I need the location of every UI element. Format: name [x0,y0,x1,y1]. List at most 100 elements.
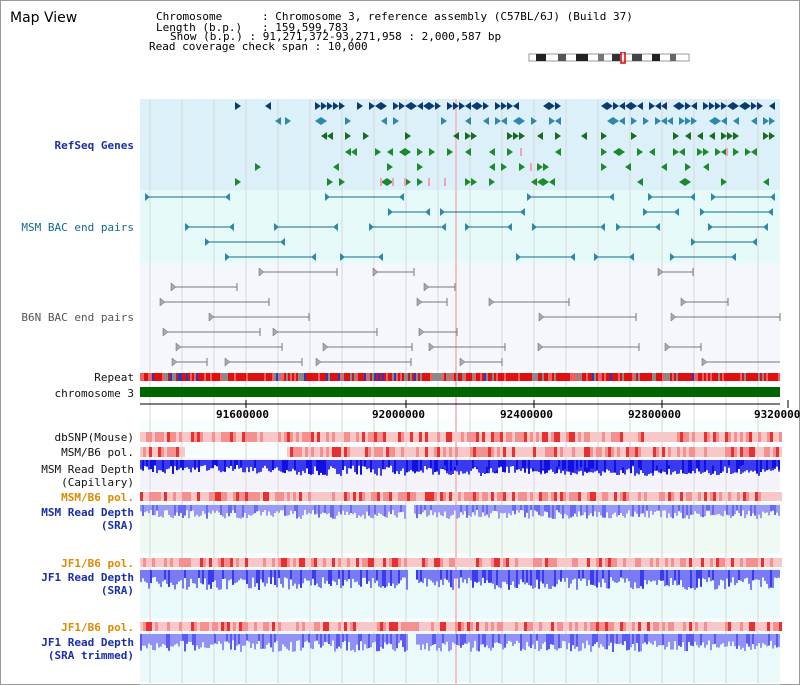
pol-segment [314,622,317,631]
bac-end [594,253,599,261]
dbsnp-label[interactable]: dbSNP(Mouse) [54,431,134,444]
msm-depth-cap-label-1[interactable]: MSM Read Depth [41,463,134,476]
msm-bac-label[interactable]: MSM BAC end pairs [21,221,134,234]
depth-bar [520,570,522,580]
repeat-segment [694,373,696,381]
jf1-b6-pol-label[interactable]: JF1/B6 pol. [61,557,134,570]
pol-segment [260,622,263,631]
pol-segment [524,432,527,442]
depth-bar [320,570,322,589]
repeat-segment [452,373,454,381]
depth-bar [734,634,736,647]
repeat-segment [446,373,448,381]
depth-bar [746,505,748,515]
pol-segment [170,432,173,442]
pol-segment [632,492,635,501]
repeat-segment [402,373,404,381]
depth-bar [292,460,294,469]
depth-bar [582,460,584,476]
pol-segment [335,432,338,442]
depth-bar [670,634,672,650]
pol-segment [308,558,311,567]
pol-segment [554,492,557,501]
pol-segment [287,432,290,442]
depth-bar [738,505,740,514]
repeat-segment [680,373,682,381]
depth-bar [464,505,466,512]
gene-glyph [721,102,727,110]
depth-bar [278,634,280,652]
pol-segment [716,558,719,567]
pol-segment [398,558,401,567]
depth-bar [754,570,756,580]
pol-segment [329,492,332,501]
depth-bar [626,505,628,514]
pol-segment [455,492,458,501]
pol-segment [554,447,557,457]
depth-bar [334,570,336,582]
pol-segment [146,432,149,442]
pol-segment [278,432,281,442]
depth-bar [712,570,714,581]
depth-bar [210,460,212,469]
pol-segment [503,447,506,457]
depth-bar [324,570,326,584]
depth-bar [754,634,756,650]
jf1-depth-label-1[interactable]: JF1 Read Depth [41,571,134,584]
msm-depth-sra-label-1[interactable]: MSM Read Depth [41,506,134,519]
pol-segment [149,622,152,631]
depth-bar [376,460,378,476]
repeat-segment [494,373,496,381]
pol-segment [314,492,317,501]
pol-segment [281,432,284,442]
depth-bar [714,634,716,644]
gene-glyph [483,102,489,110]
repeat-segment [618,373,620,381]
depth-bar [556,634,558,651]
pol-segment [248,492,251,501]
depth-bar [328,505,330,514]
pol-segment [317,622,320,631]
bac-end [629,253,634,261]
pol-segment [212,558,215,567]
depth-bar [452,505,454,515]
depth-bar [706,460,708,467]
pol-segment [701,622,704,631]
jf1-depth-trim-label-1[interactable]: JF1 Read Depth [41,636,134,649]
depth-bar [414,460,416,473]
pol-segment [455,622,458,631]
depth-bar [720,460,722,473]
gene-glyph [345,148,351,156]
chromosome-ideogram[interactable] [528,52,692,64]
pol-segment [722,622,725,631]
repeat-segment [168,373,170,381]
b6n-bac-label[interactable]: B6N BAC end pairs [21,311,134,324]
msm-b6-pol-sra-label[interactable]: MSM/B6 pol. [61,491,134,504]
depth-bar [338,634,340,647]
pol-segment [221,622,224,631]
msm-b6-pol-label[interactable]: MSM/B6 pol. [61,446,134,459]
depth-bar [214,570,216,581]
repeat-segment [322,373,324,381]
pol-segment [212,622,215,631]
pol-segment [767,558,770,567]
pol-segment [263,492,266,501]
refseq-genes-label[interactable]: RefSeq Genes [54,139,134,152]
pol-segment [515,447,518,457]
depth-bar [324,634,326,642]
depth-bar [196,460,198,468]
depth-bar [588,460,590,471]
depth-bar [654,460,656,471]
depth-bar [400,634,402,641]
gene-glyph [465,117,471,125]
pol-segment [641,432,644,442]
pol-segment [419,492,422,501]
repeat-segment [640,373,642,381]
pol-segment [734,447,737,457]
depth-bar [740,634,742,650]
depth-bar [674,634,676,642]
pol-segment [710,558,713,567]
repeat-segment [286,373,288,381]
jf1-b6-pol-2-label[interactable]: JF1/B6 pol. [61,621,134,634]
